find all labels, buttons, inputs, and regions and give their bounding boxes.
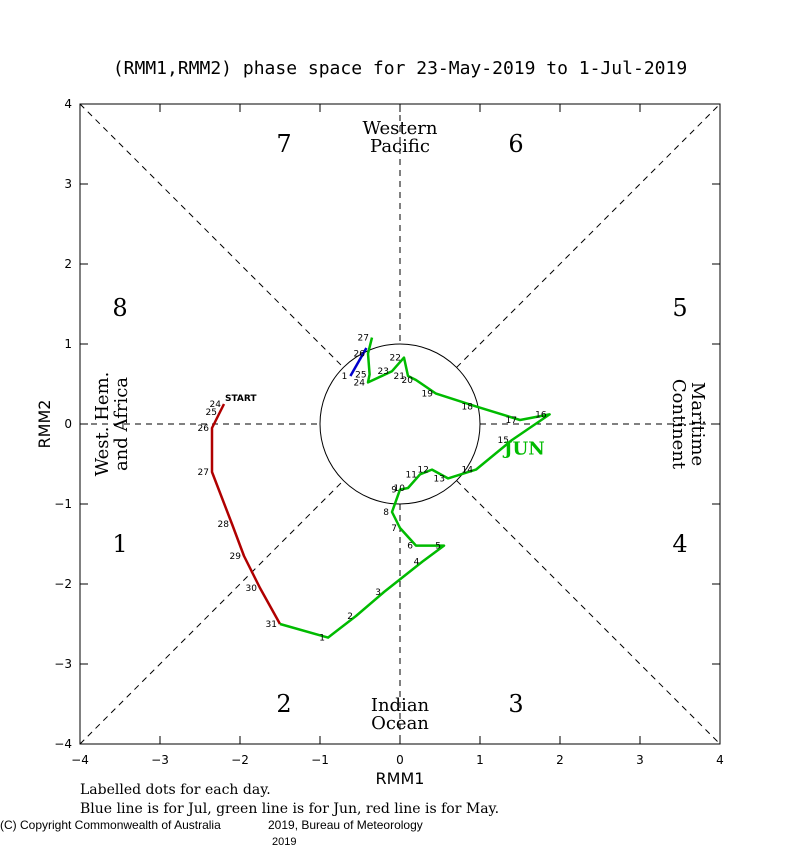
x-tick-label: 1	[476, 753, 484, 767]
y-tick-label: 1	[64, 337, 72, 351]
region-label-left: West. Hem.	[92, 372, 113, 477]
phase-label: 7	[276, 130, 291, 158]
y-tick-label: 3	[64, 177, 72, 191]
day-label: 28	[218, 520, 230, 530]
month-label-jun: JUN	[502, 438, 545, 459]
y-axis-label: RMM2	[35, 400, 54, 449]
day-label: 14	[462, 466, 474, 476]
phase-label: 3	[508, 690, 523, 718]
y-tick-label: 2	[64, 257, 72, 271]
phase-label: 8	[112, 294, 127, 322]
start-label: START	[225, 394, 257, 404]
day-label: 5	[435, 542, 441, 552]
y-tick-label: 4	[64, 97, 72, 111]
series-line-jul	[349, 347, 368, 377]
day-label: 1	[342, 372, 348, 382]
x-tick-label: −2	[231, 753, 249, 767]
copyright-left: (C) Copyright Commonwealth of Australia	[0, 818, 221, 832]
y-tick-label: −1	[54, 497, 72, 511]
day-label: 2	[347, 612, 353, 622]
series-line-jun	[279, 337, 551, 639]
day-label: 27	[198, 468, 209, 478]
region-label-bottom: Indian	[371, 695, 430, 716]
day-label: 17	[506, 416, 517, 426]
x-tick-label: −3	[151, 753, 169, 767]
series-line-may	[210, 403, 282, 625]
phase-label: 5	[672, 294, 687, 322]
day-label: 9	[391, 486, 397, 496]
diagonal-guide	[456, 480, 721, 745]
day-label: 10	[394, 484, 406, 494]
day-label: 24	[210, 400, 222, 410]
phase-label: 2	[276, 690, 291, 718]
day-label: 31	[266, 620, 277, 630]
day-label: 16	[535, 410, 547, 420]
day-label: 7	[391, 524, 397, 534]
day-label: 30	[246, 584, 258, 594]
x-tick-label: 4	[716, 753, 724, 767]
guide-lines	[79, 103, 721, 745]
day-label: 6	[407, 542, 413, 552]
series-lines	[210, 337, 551, 639]
x-tick-label: −1	[311, 753, 329, 767]
y-tick-label: −4	[54, 737, 72, 751]
x-axis-label: RMM1	[376, 769, 425, 788]
region-label-left: and Africa	[111, 377, 132, 471]
region-label-right: Maritime	[687, 382, 708, 466]
x-tick-label: 0	[396, 753, 404, 767]
region-label-right: Continent	[668, 379, 689, 470]
region-label-bottom: Ocean	[371, 713, 429, 734]
note-line-1: Labelled dots for each day.	[80, 782, 271, 798]
day-label: 24	[354, 378, 366, 388]
day-label: 20	[402, 376, 414, 386]
day-label: 3	[375, 588, 381, 598]
diagonal-guide	[79, 103, 344, 368]
day-label: 22	[390, 354, 401, 364]
x-tick-label: −4	[71, 753, 89, 767]
day-label: 26	[198, 424, 210, 434]
region-label-top: Western	[362, 118, 437, 139]
copyright-right: 2019, Bureau of Meteorology	[268, 818, 423, 832]
chart-title: (RMM1,RMM2) phase space for 23-May-2019 …	[113, 58, 687, 79]
day-label: 25	[206, 408, 217, 418]
day-label: 27	[358, 334, 369, 344]
day-label: 29	[230, 552, 242, 562]
day-label: 15	[498, 436, 509, 446]
copyright-year: 2019	[272, 836, 296, 848]
x-tick-label: 3	[636, 753, 644, 767]
y-tick-label: 0	[64, 417, 72, 431]
y-tick-label: −2	[54, 577, 72, 591]
region-label-top: Pacific	[370, 136, 430, 157]
y-tick-label: −3	[54, 657, 72, 671]
day-label: 25	[355, 370, 366, 380]
day-label: 23	[378, 367, 389, 377]
day-label: 21	[394, 372, 405, 382]
phase-label: 1	[112, 530, 127, 558]
phase-label: 6	[508, 130, 523, 158]
day-label: 26	[354, 350, 366, 360]
day-label: 1	[319, 634, 325, 644]
x-tick-label: 2	[556, 753, 564, 767]
diagonal-guide	[79, 480, 344, 745]
unit-circle	[319, 343, 481, 505]
note-line-2: Blue line is for Jul, green line is for …	[80, 801, 499, 817]
phase-label: 4	[672, 530, 687, 558]
day-label: 18	[462, 402, 474, 412]
day-label: 13	[434, 474, 445, 484]
day-label: 19	[422, 390, 434, 400]
diagonal-guide	[456, 103, 721, 368]
day-label: 4	[414, 558, 420, 568]
day-label: 8	[383, 508, 389, 518]
day-label: 11	[406, 470, 417, 480]
day-label: 12	[418, 466, 429, 476]
